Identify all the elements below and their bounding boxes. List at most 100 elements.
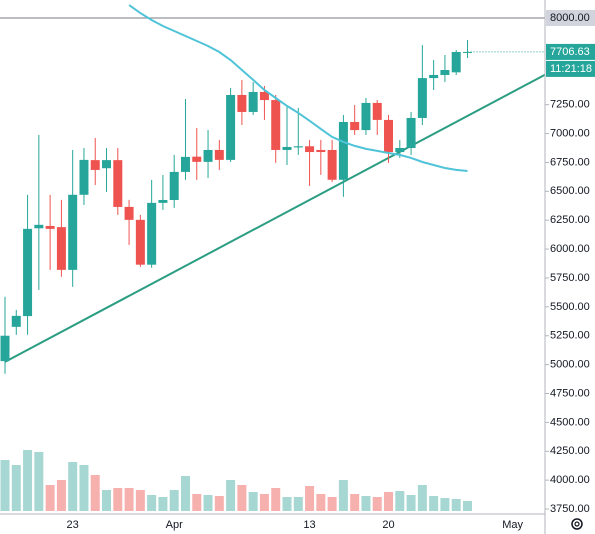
moving-average (128, 4, 468, 172)
candle-body (34, 224, 44, 229)
hline-label: 8000.00 (550, 12, 590, 24)
y-tick-label: 5750.00 (550, 272, 590, 284)
countdown-label: 11:21:18 (550, 63, 592, 75)
volume-bar (68, 462, 78, 511)
y-tick-label: 5500.00 (550, 301, 590, 313)
candle-body (214, 149, 224, 160)
candle-body (79, 159, 89, 195)
candle-body (440, 70, 450, 75)
candle-body (124, 206, 134, 220)
candle-body (180, 156, 190, 172)
volume-bar (113, 488, 123, 511)
y-tick-label: 6000.00 (550, 243, 590, 255)
gear[interactable] (571, 518, 583, 530)
candle-body (451, 51, 461, 73)
gear-center[interactable] (574, 521, 580, 527)
volume-bar (350, 494, 360, 511)
candle-body (147, 202, 157, 265)
candle-body (192, 156, 202, 162)
candle-body (226, 94, 236, 160)
candle-body (102, 160, 112, 169)
volume-bar (248, 492, 258, 511)
y-tick-label: 5000.00 (550, 359, 590, 371)
candle-body (56, 227, 66, 270)
volume-bar (90, 475, 100, 511)
volume-bar (124, 488, 134, 511)
volume-bar (147, 495, 157, 511)
candle-body (135, 219, 145, 265)
candle-body (350, 122, 360, 131)
volume-bar (0, 460, 10, 511)
volume-bar (56, 480, 66, 511)
volume-bar (79, 465, 89, 511)
volume-bar (169, 490, 179, 511)
volume-bar (316, 494, 326, 511)
volume-bar (45, 485, 55, 511)
volume-bar (226, 480, 236, 511)
volume-bar (395, 491, 405, 511)
candle-body (259, 91, 269, 101)
countdown-box (546, 60, 595, 77)
candle-body (0, 335, 10, 362)
y-tick-label: 4500.00 (550, 416, 590, 428)
volume-bar (384, 492, 394, 511)
volume-bar (305, 486, 315, 511)
x-tick-label: 23 (67, 519, 79, 531)
x-tick-label: 13 (303, 519, 315, 531)
candle-body (11, 315, 21, 327)
candle-body (293, 146, 303, 148)
volume-bar (214, 496, 224, 511)
volume-bar (11, 465, 21, 511)
candle-body (305, 146, 315, 153)
x-tick-label: May (502, 519, 523, 531)
volume-bar (203, 495, 213, 511)
volume-bar (327, 497, 337, 511)
candle-body (406, 117, 416, 148)
candle-body (316, 149, 326, 153)
candle-body (68, 194, 78, 270)
volume-bar (361, 496, 371, 511)
volume-bar (338, 480, 348, 511)
last-price-label: 7706.63 (550, 46, 590, 58)
candle-body (384, 119, 394, 153)
candle-body (429, 74, 439, 79)
volume-bar (271, 488, 281, 511)
volume-bar (429, 496, 439, 511)
volume-bar (158, 497, 168, 511)
candle-body (248, 91, 258, 112)
candle-body (203, 149, 213, 162)
y-tick-label: 4000.00 (550, 474, 590, 486)
volume-bar (417, 485, 427, 511)
candle-body (237, 94, 247, 112)
y-tick-label: 7000.00 (550, 127, 590, 139)
y-tick-label: 3750.00 (550, 503, 590, 515)
volume-bar (462, 501, 472, 511)
candle-body (23, 228, 33, 317)
last-price-box (546, 43, 595, 60)
candle-body (361, 102, 371, 131)
candle-body (338, 122, 348, 180)
volume-bar (34, 452, 44, 511)
volume-bar (102, 490, 112, 511)
plot-area (0, 4, 545, 511)
candle-body (282, 146, 292, 150)
candle-body (113, 160, 123, 207)
volume-bar (192, 494, 202, 511)
volume-bar (180, 476, 190, 511)
volume-bar (259, 494, 269, 511)
y-tick-label: 5250.00 (550, 330, 590, 342)
candle-body (45, 225, 55, 229)
volume-bar (406, 495, 416, 511)
x-tick-label: Apr (166, 519, 183, 531)
candle-body (395, 147, 405, 153)
volume-bar (293, 497, 303, 511)
y-tick-label: 4250.00 (550, 445, 590, 457)
y-tick-label: 7250.00 (550, 99, 590, 111)
volume-bar (135, 490, 145, 511)
trendline (4, 73, 545, 363)
candle-body (158, 199, 168, 203)
volume-bar (451, 499, 461, 511)
volume-bar (440, 498, 450, 511)
settings-icon[interactable] (571, 518, 583, 530)
